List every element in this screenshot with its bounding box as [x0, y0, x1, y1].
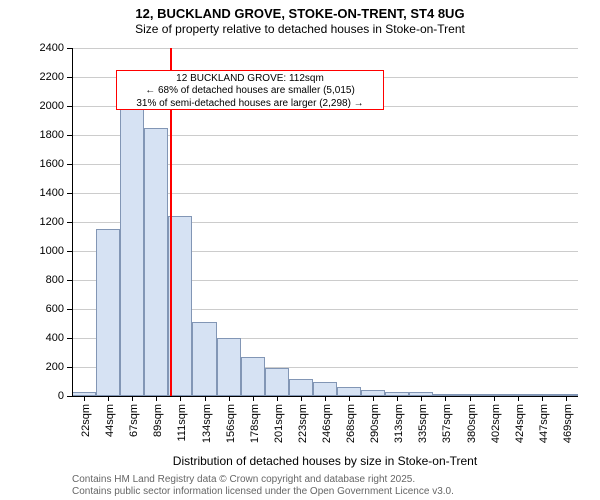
- x-tick-label: 67sqm: [128, 404, 140, 437]
- x-tick-label: 447sqm: [538, 404, 550, 443]
- histogram-bar: [289, 379, 313, 396]
- y-tick-label: 2400: [22, 42, 64, 54]
- x-tick-label: 22sqm: [80, 404, 92, 437]
- chart-title: 12, BUCKLAND GROVE, STOKE-ON-TRENT, ST4 …: [0, 0, 600, 22]
- y-tick-label: 2000: [22, 100, 64, 112]
- annotation-box: 12 BUCKLAND GROVE: 112sqm← 68% of detach…: [116, 70, 384, 111]
- annotation-line-1: 12 BUCKLAND GROVE: 112sqm: [121, 73, 379, 86]
- x-tick-label: 156sqm: [225, 404, 237, 443]
- histogram-bar: [168, 216, 192, 396]
- histogram-bar: [217, 338, 241, 396]
- x-tick-label: 380sqm: [466, 404, 478, 443]
- histogram-bar: [337, 387, 361, 396]
- x-tick-label: 178sqm: [249, 404, 261, 443]
- y-tick-label: 200: [22, 361, 64, 373]
- x-tick-label: 313sqm: [393, 404, 405, 443]
- histogram-bar: [241, 357, 265, 396]
- x-tick-label: 201sqm: [273, 404, 285, 443]
- y-tick-label: 1600: [22, 158, 64, 170]
- x-axis-label: Distribution of detached houses by size …: [72, 454, 578, 468]
- histogram-bar: [144, 128, 168, 396]
- y-axis-line: [72, 48, 73, 396]
- y-tick-label: 600: [22, 303, 64, 315]
- footer-line-1: Contains HM Land Registry data © Crown c…: [72, 474, 454, 486]
- plot-area: 0200400600800100012001400160018002000220…: [72, 48, 578, 396]
- x-axis-line: [72, 396, 578, 397]
- x-tick-label: 402sqm: [490, 404, 502, 443]
- histogram-bar: [192, 322, 216, 396]
- x-tick-label: 223sqm: [297, 404, 309, 443]
- x-tick-label: 424sqm: [514, 404, 526, 443]
- x-tick-label: 44sqm: [104, 404, 116, 437]
- y-tick-label: 1800: [22, 129, 64, 141]
- footer-credit: Contains HM Land Registry data © Crown c…: [72, 474, 454, 498]
- y-tick-label: 2200: [22, 71, 64, 83]
- histogram-bar: [313, 382, 337, 397]
- x-tick-label: 357sqm: [441, 404, 453, 443]
- x-tick-label: 469sqm: [562, 404, 574, 443]
- histogram-bar: [96, 229, 120, 396]
- chart-subtitle: Size of property relative to detached ho…: [0, 22, 600, 36]
- footer-line-2: Contains public sector information licen…: [72, 486, 454, 498]
- y-tick-label: 1200: [22, 216, 64, 228]
- grid-line: [72, 48, 578, 49]
- x-tick-label: 335sqm: [417, 404, 429, 443]
- y-tick-label: 1400: [22, 187, 64, 199]
- y-tick-label: 1000: [22, 245, 64, 257]
- x-tick-label: 111sqm: [176, 404, 188, 442]
- annotation-line-3: 31% of semi-detached houses are larger (…: [121, 98, 379, 111]
- x-tick-label: 268sqm: [345, 404, 357, 443]
- x-tick-label: 89sqm: [152, 404, 164, 437]
- x-tick-label: 134sqm: [201, 404, 213, 443]
- y-tick-label: 800: [22, 274, 64, 286]
- annotation-line-2: ← 68% of detached houses are smaller (5,…: [121, 85, 379, 98]
- histogram-bar: [120, 109, 144, 396]
- x-tick-label: 290sqm: [369, 404, 381, 443]
- y-tick-label: 400: [22, 332, 64, 344]
- x-tick-label: 246sqm: [321, 404, 333, 443]
- chart-root: 12, BUCKLAND GROVE, STOKE-ON-TRENT, ST4 …: [0, 0, 600, 500]
- y-tick-label: 0: [22, 390, 64, 402]
- histogram-bar: [265, 368, 289, 396]
